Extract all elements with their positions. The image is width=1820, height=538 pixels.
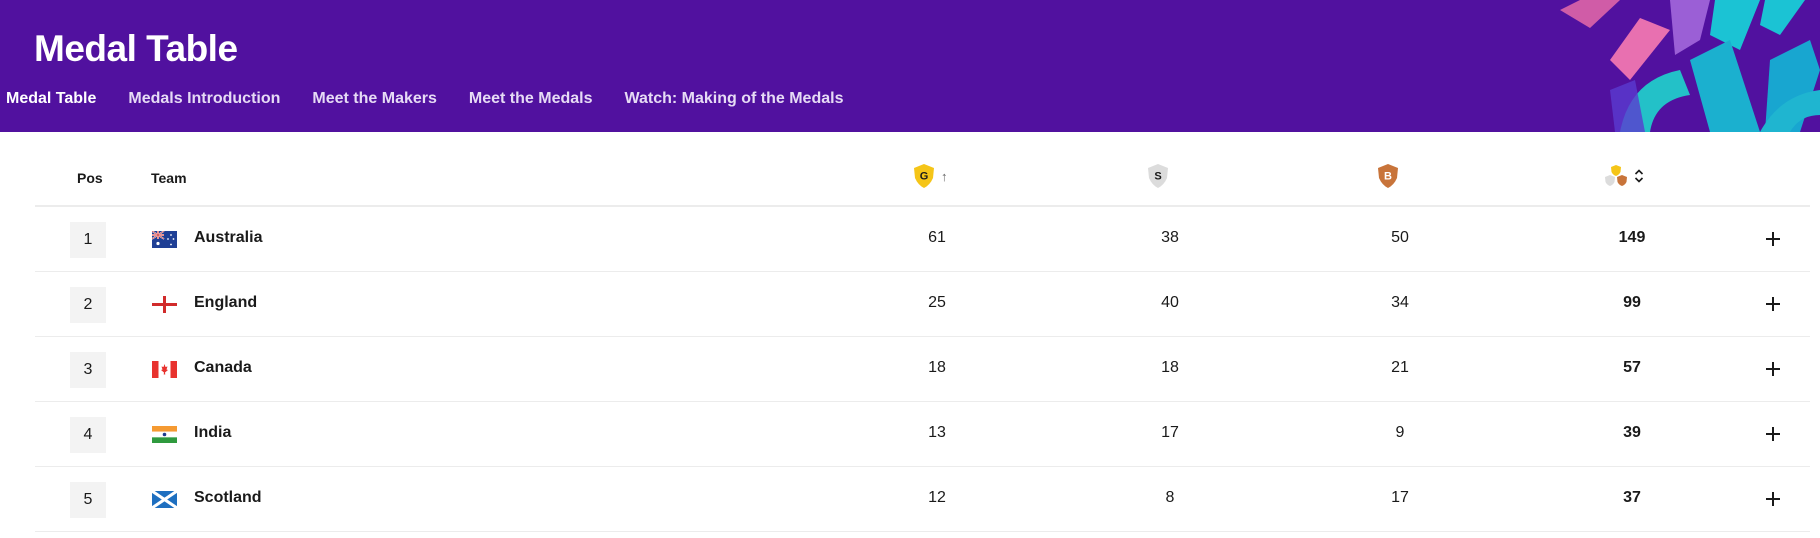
team-name[interactable]: India (194, 424, 232, 441)
expand-row-plus-icon[interactable] (1758, 289, 1788, 319)
team-name[interactable]: Scotland (194, 489, 262, 506)
bronze-medal-icon: B (1378, 164, 1398, 188)
team-name[interactable]: Canada (194, 359, 252, 376)
nav-watch-making-of-medals[interactable]: Watch: Making of the Medals (624, 90, 844, 107)
silver-medal-icon: S (1148, 164, 1168, 188)
england-flag-icon (152, 296, 177, 313)
scotland-flag-icon (152, 491, 177, 508)
total-count: 37 (1623, 489, 1641, 506)
total-count: 99 (1623, 294, 1641, 311)
silver-count: 38 (1161, 229, 1179, 246)
total-count: 57 (1623, 359, 1641, 376)
canada-flag-icon (152, 361, 177, 378)
india-flag-icon (152, 426, 177, 443)
nav-medals-introduction[interactable]: Medals Introduction (128, 90, 281, 107)
gold-count: 25 (928, 294, 946, 311)
sub-navigation: Medal Table Medals Introduction Meet the… (6, 90, 875, 108)
column-header-gold[interactable]: G ↑ (912, 163, 972, 189)
total-count: 39 (1623, 424, 1641, 441)
bronze-count: 17 (1391, 489, 1409, 506)
column-header-total[interactable] (1603, 163, 1663, 189)
gold-count: 18 (928, 359, 946, 376)
position-badge: 3 (70, 352, 106, 388)
svg-text:G: G (920, 171, 929, 183)
position-badge: 5 (70, 482, 106, 518)
silver-count: 18 (1161, 359, 1179, 376)
bronze-count: 21 (1391, 359, 1409, 376)
gold-medal-icon: G (914, 164, 934, 188)
svg-text:S: S (1154, 171, 1161, 183)
header-banner: Medal Table Medal Table Medals Introduct… (0, 0, 1820, 132)
expand-row-plus-icon[interactable] (1758, 484, 1788, 514)
silver-count: 40 (1161, 294, 1179, 311)
page-title: Medal Table (34, 28, 238, 69)
expand-row-plus-icon[interactable] (1758, 419, 1788, 449)
decorative-pattern (1560, 0, 1820, 132)
column-header-team[interactable]: Team (151, 170, 187, 186)
gold-count: 13 (928, 424, 946, 441)
australia-flag-icon (152, 231, 177, 248)
expand-row-plus-icon[interactable] (1758, 224, 1788, 254)
bronze-count: 34 (1391, 294, 1409, 311)
nav-medal-table[interactable]: Medal Table (6, 90, 97, 107)
position-badge: 2 (70, 287, 106, 323)
bronze-count: 9 (1395, 424, 1405, 441)
nav-meet-the-medals[interactable]: Meet the Medals (468, 90, 593, 107)
total-medals-icon (1605, 165, 1627, 186)
silver-count: 8 (1165, 489, 1175, 506)
table-row[interactable]: 5 Scotland 12 8 17 37 (35, 467, 1810, 532)
silver-count: 17 (1161, 424, 1179, 441)
table-row[interactable]: 2 England 25 40 34 99 (35, 272, 1810, 337)
column-header-bronze[interactable]: B (1376, 163, 1436, 189)
nav-meet-the-makers[interactable]: Meet the Makers (312, 90, 437, 107)
total-count: 149 (1618, 229, 1646, 246)
table-row[interactable]: 4 India 13 17 9 39 (35, 402, 1810, 467)
bronze-count: 50 (1391, 229, 1409, 246)
table-row[interactable]: 3 Canada 18 18 21 57 (35, 337, 1810, 402)
column-header-silver[interactable]: S (1146, 163, 1206, 189)
gold-count: 12 (928, 489, 946, 506)
sort-up-arrow-icon[interactable]: ↑ (941, 168, 948, 184)
svg-text:B: B (1384, 171, 1392, 183)
table-header: Pos Team G ↑ S B (35, 145, 1810, 207)
gold-count: 61 (928, 229, 946, 246)
sort-toggle-icon[interactable] (1633, 167, 1645, 185)
table-row[interactable]: 1 Australia 61 38 50 149 (35, 207, 1810, 272)
position-badge: 4 (70, 417, 106, 453)
column-header-pos[interactable]: Pos (77, 170, 103, 186)
team-name[interactable]: England (194, 294, 258, 311)
medal-table: Pos Team G ↑ S B (35, 145, 1810, 532)
expand-row-plus-icon[interactable] (1758, 354, 1788, 384)
team-name[interactable]: Australia (194, 229, 263, 246)
position-badge: 1 (70, 222, 106, 258)
